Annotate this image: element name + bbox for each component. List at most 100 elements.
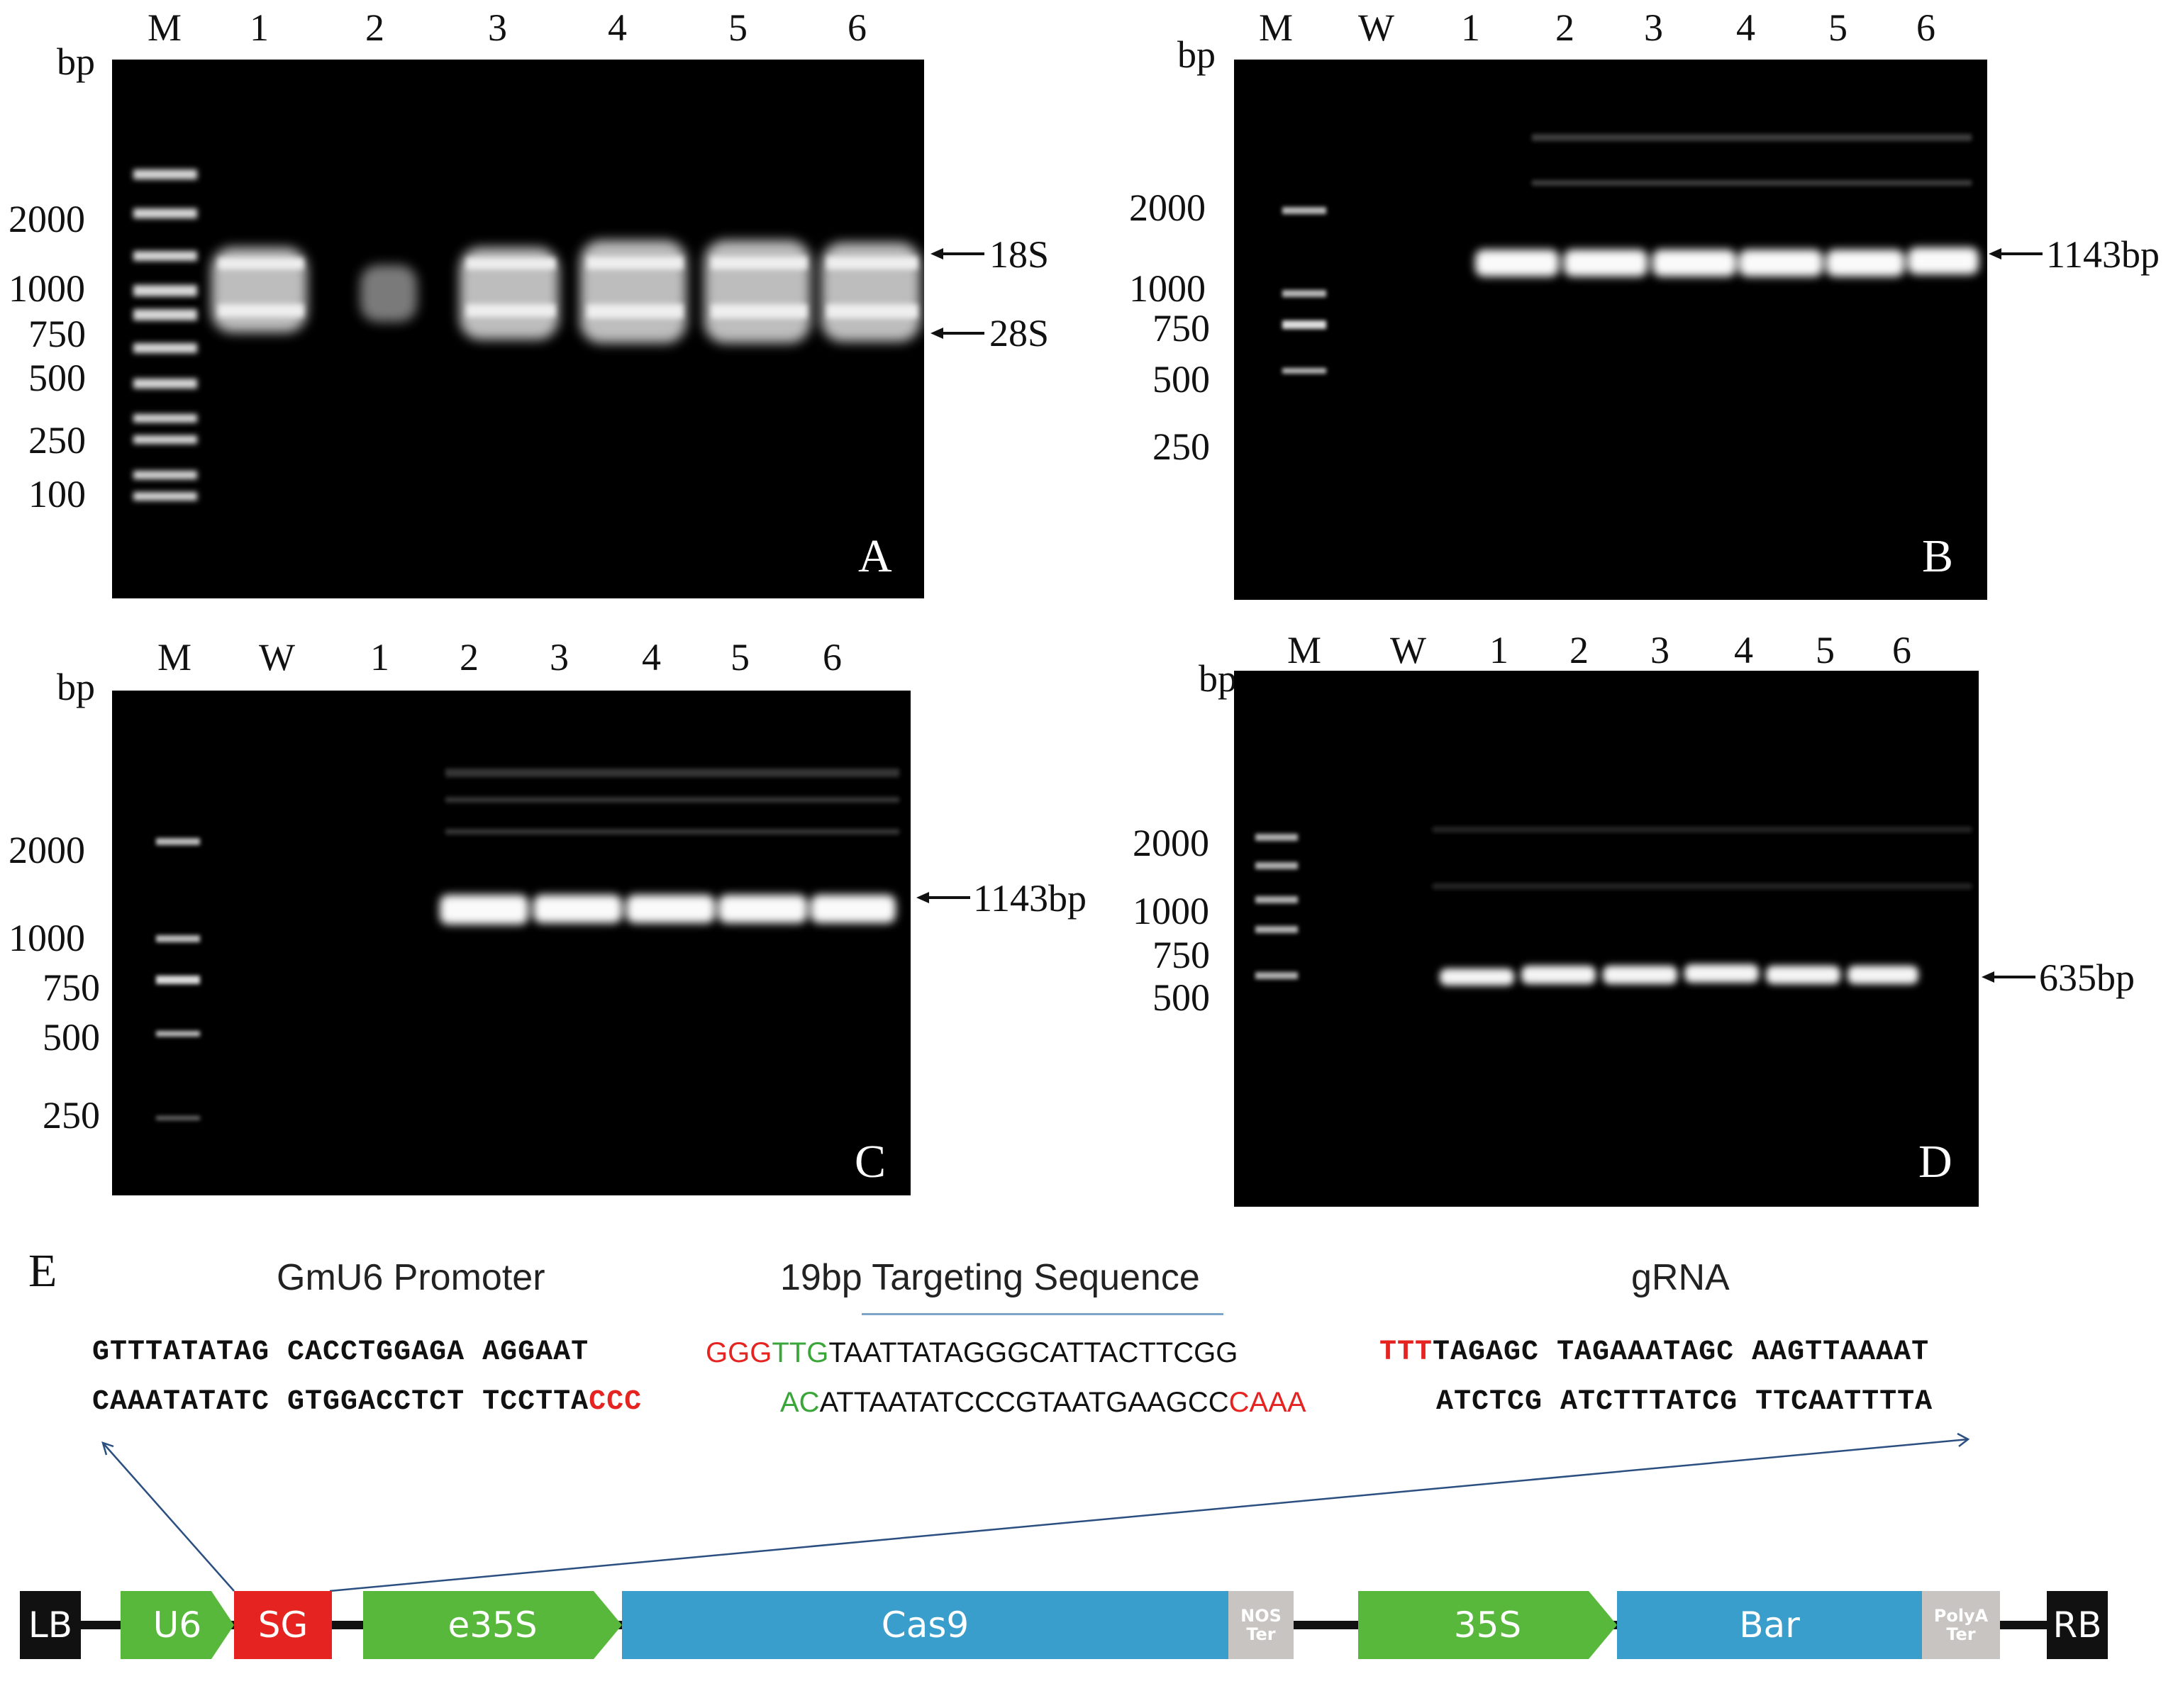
- rb-element: RB: [2047, 1591, 2108, 1659]
- 28s-band: [711, 304, 807, 318]
- pcr-band: [1684, 964, 1759, 983]
- lane-label: W: [1358, 6, 1394, 49]
- rna-smear: [360, 265, 417, 322]
- ladder-band: [1255, 896, 1298, 903]
- ladder-band: [1255, 862, 1298, 869]
- lane-label: 3: [1644, 6, 1663, 49]
- ladder-label: 250: [28, 419, 86, 462]
- pcr-band: [1739, 250, 1823, 277]
- pcr-band: [718, 895, 807, 923]
- arrow-left-icon: [916, 892, 929, 903]
- 35s-element: 35S: [1358, 1591, 1617, 1659]
- marker-28s: 28S: [989, 312, 1050, 355]
- target-underline: [862, 1313, 1223, 1315]
- ladder-band: [1282, 207, 1326, 214]
- lane-label: M: [1287, 629, 1322, 671]
- cas9-element: Cas9: [622, 1591, 1228, 1659]
- gel-image: [1234, 60, 1987, 600]
- promoter-seq-top: GTTTATATAG CACCTGGAGA AGGAAT: [92, 1336, 589, 1368]
- polya-ter-element: PolyA Ter: [1922, 1591, 2000, 1659]
- pcr-band: [1564, 250, 1648, 277]
- pcr-band: [626, 895, 715, 923]
- 28s-band: [467, 304, 555, 317]
- ladder-band: [156, 935, 200, 942]
- arrow-left-icon: [930, 248, 943, 259]
- grna-seq-bottom: ATCTCG ATCTTTATCG TTCAATTTTA: [1436, 1386, 1933, 1418]
- marker-1143bp: 1143bp: [973, 877, 1087, 920]
- lane-label: 6: [1916, 6, 1935, 49]
- ladder-band: [133, 414, 197, 423]
- gel-bands: [133, 169, 921, 501]
- lane-label: M: [157, 636, 192, 679]
- marker-arrow: [1982, 971, 2035, 983]
- ladder-label: 750: [43, 966, 100, 1009]
- 18s-band: [711, 257, 807, 269]
- gel-image: [112, 691, 911, 1195]
- pcr-band: [1848, 966, 1918, 984]
- lane-label: 3: [1650, 629, 1669, 671]
- lane-label: 6: [823, 636, 842, 679]
- gel-image: [112, 60, 924, 598]
- pcr-band: [1652, 250, 1736, 277]
- ladder-label: 500: [28, 357, 86, 399]
- lane-label: 5: [728, 6, 748, 49]
- lane-label: 4: [1734, 629, 1753, 671]
- ladder-band: [156, 1116, 200, 1120]
- ladder-band: [133, 343, 197, 353]
- ladder-band: [133, 208, 197, 218]
- promoter-seq-bottom: CAAATATATC GTGGACCTCT TCCTTACCC: [92, 1386, 643, 1418]
- gel-bands: [1282, 134, 1979, 374]
- ladder-label: 1000: [1133, 890, 1209, 932]
- marker-arrow: [916, 892, 970, 903]
- ladder-band: [1255, 972, 1298, 979]
- ladder-label: 2000: [9, 198, 85, 240]
- lane-label: W: [1390, 629, 1426, 671]
- target-seq-bottom: ACATTAATATCCCGTAATGAAGCCCAAA: [780, 1387, 1306, 1418]
- ladder-band: [133, 379, 197, 389]
- faint-band: [445, 797, 899, 803]
- lane-label: 6: [848, 6, 867, 49]
- lane-label: 2: [1569, 629, 1589, 671]
- e35s-element: e35S: [363, 1591, 622, 1659]
- promoter-title: GmU6 Promoter: [277, 1257, 545, 1298]
- lane-label: W: [259, 636, 295, 679]
- marker-635bp: 635bp: [2039, 956, 2135, 999]
- ladder-band: [133, 471, 197, 479]
- lane-label: 5: [730, 636, 750, 679]
- ladder-band: [1255, 926, 1298, 933]
- pcr-band: [1440, 969, 1514, 986]
- bp-label: bp: [1177, 33, 1216, 76]
- nos-ter-element: NOS Ter: [1228, 1591, 1294, 1659]
- ladder-band: [156, 976, 200, 984]
- pcr-band: [811, 895, 896, 923]
- grna-title: gRNA: [1631, 1257, 1730, 1298]
- faint-band: [1532, 180, 1972, 186]
- target-title: 19bp Targeting Sequence: [780, 1257, 1200, 1298]
- ladder-label: 2000: [9, 829, 85, 871]
- ladder-band: [1282, 290, 1326, 297]
- gel-bands: [156, 769, 899, 1120]
- faint-band: [1433, 883, 1972, 889]
- panel-letter: C: [855, 1136, 887, 1188]
- ladder-label: 250: [1152, 425, 1210, 468]
- ladder-band: [1255, 834, 1298, 841]
- lb-element: LB: [20, 1591, 81, 1659]
- faint-band: [1532, 134, 1972, 141]
- ladder-band: [133, 435, 197, 444]
- ladder-label: 750: [1152, 307, 1210, 350]
- panel-letter: B: [1922, 530, 1954, 582]
- lane-label: 4: [608, 6, 627, 49]
- ladder-band: [133, 285, 197, 296]
- ladder-label: 750: [28, 313, 86, 355]
- ladder-band: [133, 169, 197, 179]
- ladder-band: [1282, 368, 1326, 374]
- ladder-band: [133, 492, 197, 501]
- 18s-band: [827, 257, 918, 269]
- 28s-band: [218, 304, 304, 317]
- ladder-label: 1000: [9, 267, 85, 310]
- arrow-left-icon: [930, 328, 943, 339]
- bp-label: bp: [57, 666, 95, 708]
- lane-label: 3: [488, 6, 507, 49]
- lane-label: M: [1259, 6, 1294, 49]
